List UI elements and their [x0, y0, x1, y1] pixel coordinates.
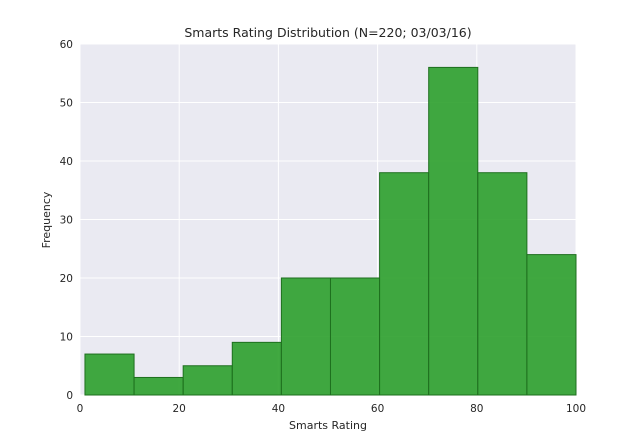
- histogram-bar: [428, 66, 479, 396]
- y-tick-label: 10: [60, 332, 73, 344]
- x-tick-label: 20: [173, 403, 186, 415]
- histogram-bar: [280, 277, 331, 396]
- x-tick-label: 80: [470, 403, 483, 415]
- histogram-bar: [231, 341, 282, 396]
- x-tick-label: 100: [566, 403, 586, 415]
- histogram-bar: [84, 353, 135, 396]
- x-tick-label: 0: [77, 403, 84, 415]
- histogram-bars: [84, 66, 577, 396]
- y-tick-label: 40: [60, 156, 73, 168]
- y-axis-label: Frequency: [40, 191, 53, 248]
- histogram-bar: [133, 376, 184, 396]
- histogram-bar: [379, 172, 430, 396]
- y-tick-label: 50: [60, 98, 73, 110]
- x-tick-label: 40: [272, 403, 285, 415]
- y-tick-label: 30: [60, 215, 73, 227]
- y-axis-ticks: 0 10 20 30 40 50 60: [60, 39, 73, 402]
- x-axis-ticks: 0 20 40 60 80 100: [77, 403, 586, 415]
- histogram-bar: [329, 277, 381, 396]
- y-tick-label: 0: [66, 390, 73, 402]
- histogram-bar: [477, 172, 528, 396]
- x-tick-label: 60: [371, 403, 384, 415]
- chart-title: Smarts Rating Distribution (N=220; 03/03…: [184, 25, 471, 40]
- histogram-bar: [526, 254, 577, 396]
- y-tick-label: 20: [60, 273, 73, 285]
- x-axis-label: Smarts Rating: [289, 419, 367, 432]
- y-tick-label: 60: [60, 39, 73, 51]
- histogram-bar: [182, 365, 233, 396]
